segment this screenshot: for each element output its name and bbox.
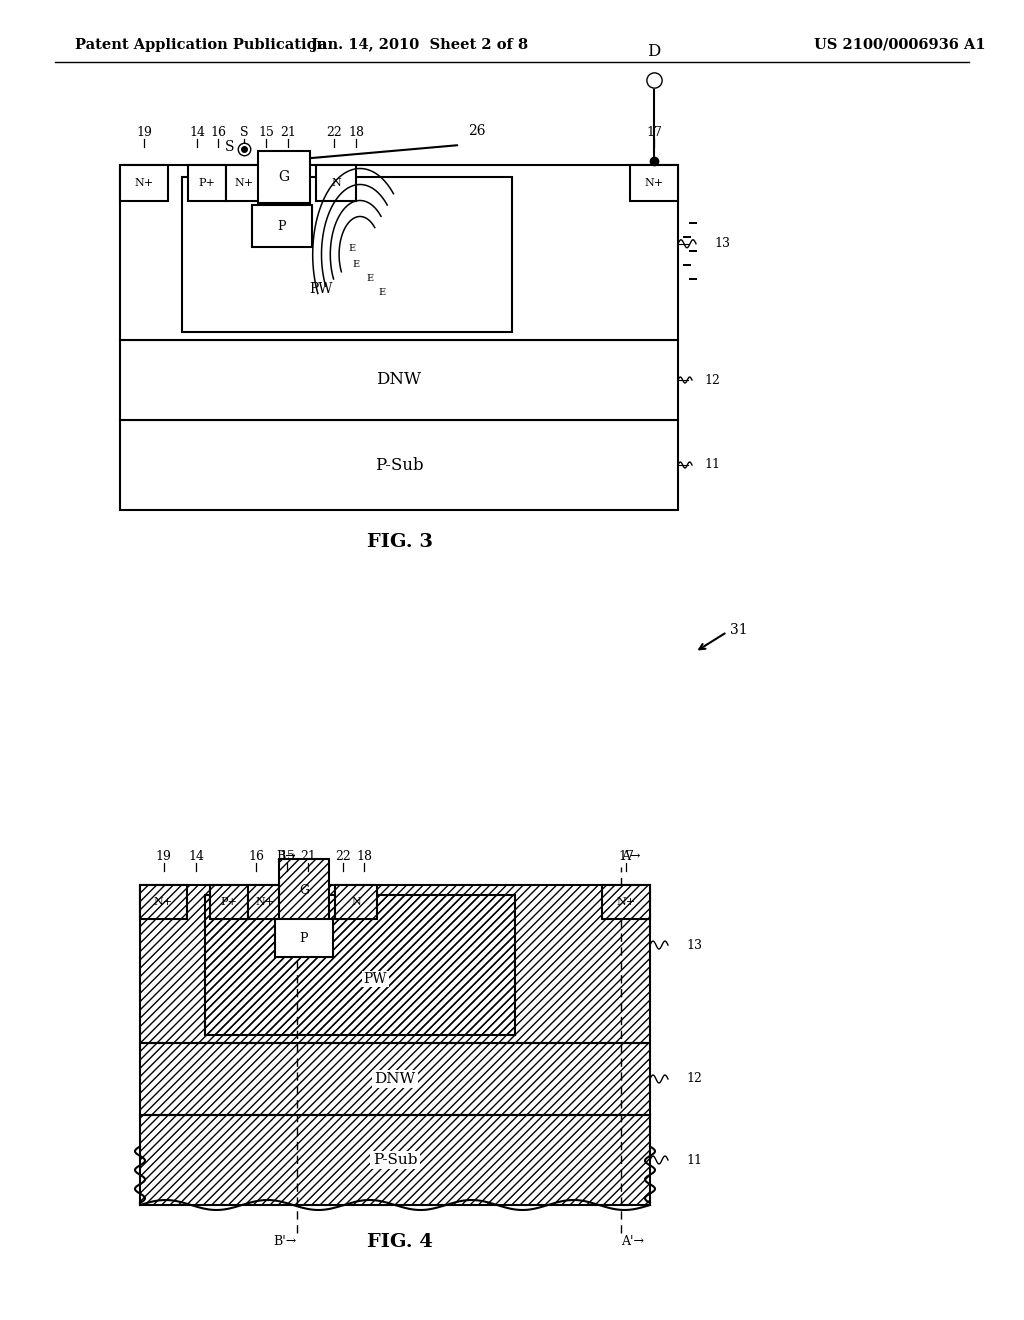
Bar [188,165,226,201]
Bar [120,165,168,201]
Text: 11: 11 [705,458,720,471]
Bar [120,165,678,341]
Bar [140,1043,650,1115]
Text: 11: 11 [686,1154,702,1167]
Text: DNW: DNW [375,1072,416,1086]
Bar [120,420,678,510]
Text: N+: N+ [154,898,173,907]
Text: 19: 19 [156,850,171,863]
Bar [210,884,248,919]
Bar [335,884,377,919]
Text: P-Sub: P-Sub [373,1152,417,1167]
Text: N+: N+ [234,178,254,187]
Text: Patent Application Publication: Patent Application Publication [75,38,327,51]
Text: US 2100/0006936 A1: US 2100/0006936 A1 [814,38,986,51]
Text: D: D [647,44,660,59]
Bar [279,859,329,923]
Text: N+: N+ [134,178,154,187]
Text: 26: 26 [468,124,485,139]
Bar [140,884,187,919]
Text: N+: N+ [256,898,275,907]
Text: B'→: B'→ [273,1236,297,1247]
Text: B→: B→ [276,850,297,863]
Text: A'→: A'→ [622,1236,644,1247]
Text: DNW: DNW [377,371,422,388]
Bar [252,205,312,247]
Bar [602,884,650,919]
Text: Jan. 14, 2010  Sheet 2 of 8: Jan. 14, 2010 Sheet 2 of 8 [311,38,528,51]
Bar [182,177,512,333]
Bar [140,884,650,1043]
Text: P+: P+ [199,178,215,187]
Text: S: S [224,140,234,154]
Text: 17: 17 [646,127,662,140]
Text: 16: 16 [248,850,264,863]
Text: N: N [331,178,341,187]
Bar [140,1115,650,1205]
Text: 13: 13 [686,939,702,952]
Bar [226,165,262,201]
Text: N+: N+ [616,898,636,907]
Text: 13: 13 [714,238,730,251]
Text: PW: PW [309,281,333,296]
Bar [120,341,678,420]
Bar [248,884,283,919]
Text: 22: 22 [326,127,342,140]
Text: P-Sub: P-Sub [375,457,423,474]
Text: S: S [240,127,248,140]
Text: G: G [299,884,309,898]
Text: FIG. 3: FIG. 3 [367,533,433,550]
Text: G: G [279,170,290,183]
Text: N+: N+ [644,178,664,187]
Text: 19: 19 [136,127,152,140]
Text: 18: 18 [356,850,372,863]
Text: E: E [379,288,386,297]
Text: N: N [351,898,360,907]
Text: PW: PW [364,972,387,986]
Text: 21: 21 [300,850,316,863]
Text: E: E [348,244,355,253]
Text: E: E [352,260,359,269]
Bar [275,919,333,957]
Bar [630,165,678,201]
Text: 15: 15 [280,850,295,863]
Bar [205,895,515,1035]
Text: P: P [300,932,308,945]
Bar [258,150,310,203]
Text: 22: 22 [335,850,351,863]
Text: 12: 12 [686,1072,701,1085]
Text: 18: 18 [348,127,364,140]
Text: P+: P+ [220,898,238,907]
Text: 14: 14 [189,127,205,140]
Text: FIG. 4: FIG. 4 [367,1233,433,1251]
Text: 16: 16 [210,127,226,140]
Text: A→: A→ [622,850,641,863]
Text: 31: 31 [730,623,748,638]
Text: P: P [278,219,287,232]
Text: 12: 12 [705,374,720,387]
Text: 15: 15 [258,127,274,140]
Text: 21: 21 [280,127,296,140]
Text: 14: 14 [188,850,204,863]
Text: E: E [367,275,374,282]
Bar [316,165,356,201]
Text: 17: 17 [618,850,634,863]
